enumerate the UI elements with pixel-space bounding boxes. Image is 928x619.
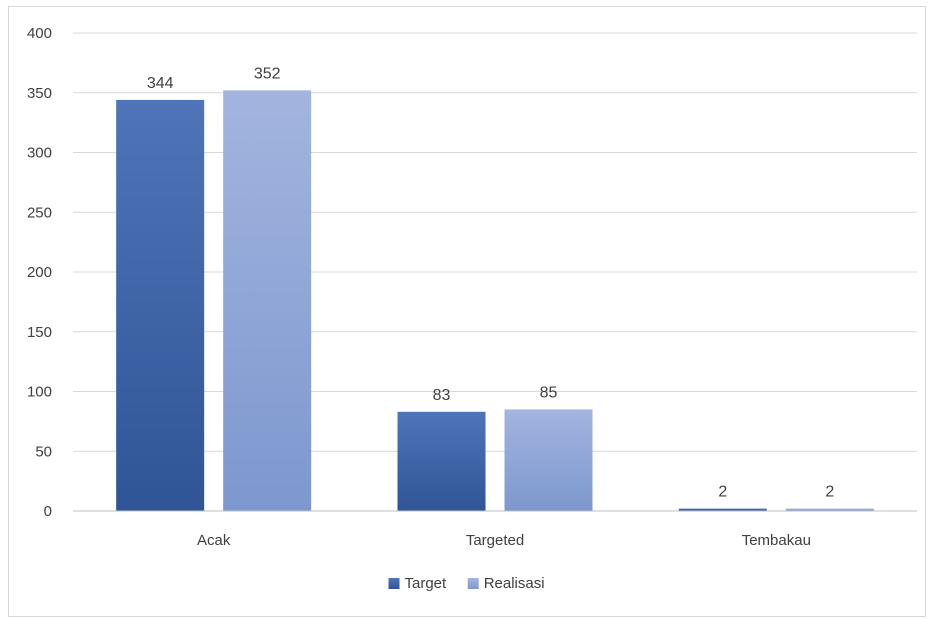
data-label-target-tembakau: 2	[718, 484, 727, 501]
y-tick-label: 350	[27, 85, 52, 102]
bars	[116, 90, 874, 512]
legend: Target Realisasi	[388, 575, 545, 592]
data-label-target-targeted: 83	[433, 387, 451, 404]
x-tick-label-acak: Acak	[197, 532, 231, 549]
data-label-target-acak: 344	[147, 75, 174, 92]
y-tick-label: 250	[27, 204, 52, 221]
legend-swatch-target	[388, 578, 400, 589]
legend-swatch-realisasi	[467, 578, 479, 589]
data-label-realisasi-acak: 352	[254, 65, 281, 82]
bar-target-tembakau	[678, 508, 767, 511]
legend-label-realisasi: Realisasi	[484, 575, 545, 592]
data-label-realisasi-tembakau: 2	[825, 484, 834, 501]
gridlines	[73, 32, 917, 452]
bar-target-acak	[116, 99, 205, 512]
x-tick-label-targeted: Targeted	[466, 532, 524, 549]
x-tick-label-tembakau: Tembakau	[742, 532, 811, 549]
y-tick-label: 150	[27, 324, 52, 341]
y-tick-label: 50	[35, 443, 52, 460]
bar-realisasi-tembakau	[785, 508, 874, 511]
y-axis-tick-labels: 0 50 100 150 200 250 300 350 400	[27, 25, 52, 520]
data-labels: 344 352 83 85 2 2	[147, 65, 835, 500]
y-tick-label: 0	[44, 503, 52, 520]
x-axis: Acak Targeted Tembakau	[73, 510, 917, 549]
legend-label-target: Target	[405, 575, 448, 592]
bar-realisasi-targeted	[504, 409, 593, 511]
y-tick-label: 300	[27, 145, 52, 162]
y-tick-label: 200	[27, 264, 52, 281]
bar-target-targeted	[397, 411, 486, 511]
bar-realisasi-acak	[223, 90, 312, 512]
y-tick-label: 400	[27, 25, 52, 42]
data-label-realisasi-targeted: 85	[540, 384, 558, 401]
y-tick-label: 100	[27, 384, 52, 401]
